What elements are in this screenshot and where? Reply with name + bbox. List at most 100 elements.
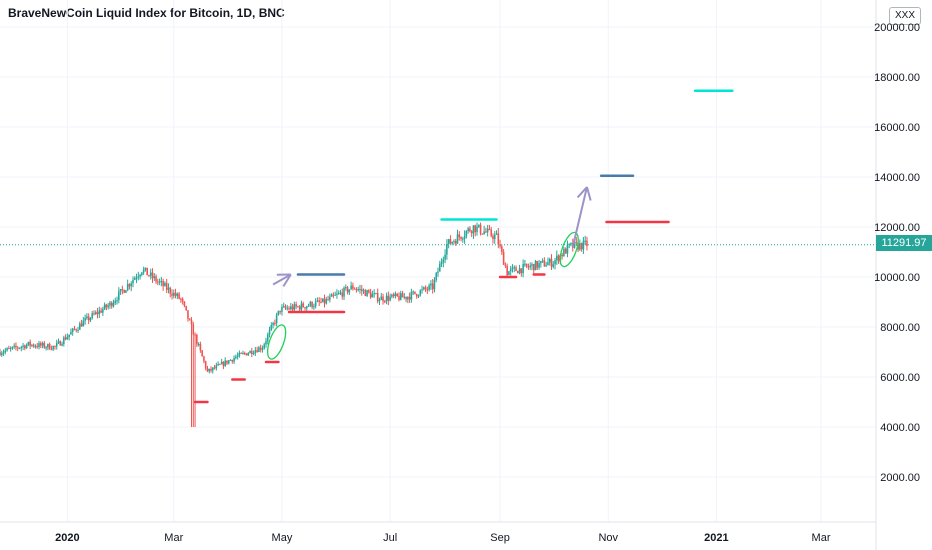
candle-body xyxy=(119,289,122,292)
candle-body xyxy=(462,238,464,240)
candle-body xyxy=(284,306,287,309)
candle-body xyxy=(362,290,365,292)
candle-body xyxy=(178,293,180,299)
candle-body xyxy=(155,276,157,282)
candle-body xyxy=(183,301,186,306)
candle-body xyxy=(89,318,92,321)
candle-body xyxy=(550,258,553,267)
candle-body xyxy=(118,291,120,301)
candle-body xyxy=(227,360,230,364)
candle-body xyxy=(440,262,443,264)
candle-body xyxy=(532,264,535,271)
candle-body xyxy=(548,258,551,263)
candle-body xyxy=(54,345,56,347)
candle-body xyxy=(142,269,145,273)
candle-body xyxy=(426,289,429,291)
candle-body xyxy=(447,239,450,245)
candle-body xyxy=(112,302,115,307)
candle-body xyxy=(126,284,129,291)
candle-body xyxy=(80,323,83,327)
candle-body xyxy=(481,233,484,235)
candle-body xyxy=(350,285,352,290)
last-price-label: 11291.97 xyxy=(876,235,932,251)
candle-body xyxy=(575,241,578,243)
candle-body xyxy=(405,296,407,300)
candle-body xyxy=(196,334,198,345)
candle-body xyxy=(172,292,175,296)
candle-body xyxy=(373,293,375,295)
candle-body xyxy=(254,350,257,354)
candle-body xyxy=(446,244,448,255)
candle-body xyxy=(128,284,131,287)
candle-body xyxy=(554,260,556,265)
candle-body xyxy=(465,231,468,237)
currency-button[interactable]: XXX xyxy=(889,7,921,25)
candle-body xyxy=(320,302,322,304)
candle-body xyxy=(102,309,104,313)
candle-body xyxy=(458,234,461,237)
candle-body xyxy=(167,287,170,290)
candle-body xyxy=(249,350,251,354)
candle-body xyxy=(421,289,423,291)
candle-body xyxy=(222,361,225,366)
candles xyxy=(0,222,588,427)
candle-body xyxy=(263,344,266,349)
arrow-shaft xyxy=(571,186,588,248)
candle-body xyxy=(245,353,248,356)
candle-body xyxy=(336,293,338,295)
candle-body xyxy=(2,352,5,354)
candle-body xyxy=(552,264,555,267)
candle-body xyxy=(318,300,320,303)
candle-body xyxy=(417,295,420,297)
candle-body xyxy=(219,364,221,366)
candle-body xyxy=(337,293,340,295)
candle-body xyxy=(360,288,363,292)
candle-body xyxy=(355,289,358,291)
candle-body xyxy=(48,343,51,350)
candle-body xyxy=(208,368,211,372)
candle-body xyxy=(375,293,377,295)
candle-body xyxy=(341,292,344,297)
candle-body xyxy=(148,275,150,277)
chart-title: BraveNewCoin Liquid Index for Bitcoin, 1… xyxy=(8,6,285,20)
candle-body xyxy=(247,353,250,356)
candle-body xyxy=(382,296,384,302)
candle-body xyxy=(364,290,367,296)
candle-body xyxy=(68,334,70,337)
candle-body xyxy=(460,236,462,239)
x-axis[interactable]: 2020 Mar May Jul Sep Nov 2021 Mar xyxy=(55,532,831,544)
candle-body xyxy=(84,318,86,321)
candle-body xyxy=(529,265,532,268)
candle-body xyxy=(463,236,466,239)
candle-body xyxy=(346,287,349,293)
candle-body xyxy=(176,293,179,296)
candle-body xyxy=(522,264,524,274)
drawings xyxy=(193,89,734,404)
candle-body xyxy=(123,290,125,293)
candle-body xyxy=(297,306,299,308)
candle-body xyxy=(261,348,264,350)
y-tick-label: 16000.00 xyxy=(874,122,920,134)
candle-body xyxy=(311,302,313,308)
candle-body xyxy=(116,300,118,302)
candle-body xyxy=(293,304,296,310)
candle-body xyxy=(149,272,152,276)
arrow-head xyxy=(585,186,592,201)
candle-body xyxy=(18,347,21,349)
candle-body xyxy=(433,279,436,290)
ellipse-marker xyxy=(266,324,287,360)
candle-body xyxy=(419,290,422,296)
candle-body xyxy=(508,271,510,276)
y-axis[interactable]: 20000.00 18000.00 16000.00 14000.00 12000.00… xyxy=(874,22,920,484)
candle-body xyxy=(206,368,209,372)
x-tick-label: Mar xyxy=(812,532,831,544)
candle-body xyxy=(137,276,140,278)
candle-body xyxy=(563,248,565,257)
candle-body xyxy=(307,305,310,307)
arrow-head xyxy=(282,273,292,287)
candle-body xyxy=(258,347,260,353)
candle-body xyxy=(518,268,521,274)
candle-body xyxy=(24,345,26,349)
candle-body xyxy=(499,244,501,247)
